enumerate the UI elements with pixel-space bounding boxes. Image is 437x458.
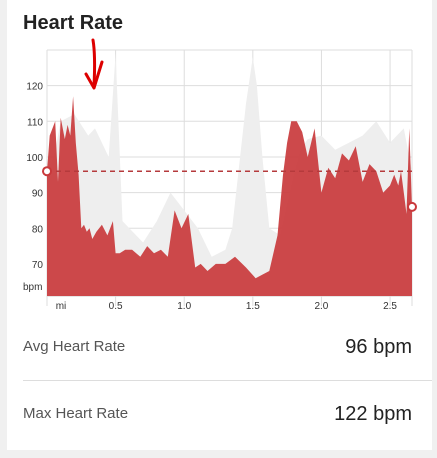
x-axis-ticks: 0.5 1.0 1.5 2.0 2.5 [109, 301, 398, 312]
end-marker [407, 201, 417, 212]
start-marker [42, 166, 52, 177]
avg-heart-rate-value: 96 bpm [345, 336, 412, 358]
y-tick-label: 80 [32, 224, 44, 235]
avg-heart-rate-row: Avg Heart Rate 96 bpm [23, 314, 412, 380]
avg-heart-rate-label: Avg Heart Rate [23, 338, 126, 355]
x-tick-label: 1.0 [177, 301, 191, 312]
x-tick-label: 2.5 [383, 301, 397, 312]
arrow-head [84, 60, 104, 90]
heart-rate-chart[interactable]: 70 80 90 100 110 120 0.5 1.0 1.5 2.0 2.5 bpm mi [7, 0, 432, 320]
heart-rate-area-series [47, 96, 412, 296]
stats-divider [23, 380, 432, 381]
arrow-shaft [91, 38, 97, 88]
x-tick-label: 2.0 [314, 301, 328, 312]
x-tick-label: 0.5 [109, 301, 123, 312]
heart-rate-card: Heart Rate 70 80 90 100 110 120 0.5 1.0 1.5 2.0 2… [7, 0, 432, 450]
y-tick-label: 100 [26, 153, 43, 164]
card-title: Heart Rate [23, 12, 124, 34]
x-axis-label: mi [56, 301, 67, 312]
max-heart-rate-label: Max Heart Rate [23, 405, 129, 422]
y-axis-ticks: 70 80 90 100 110 120 [26, 82, 43, 271]
x-tick-label: 1.5 [246, 301, 260, 312]
y-tick-label: 90 [32, 189, 44, 200]
max-heart-rate-value: 122 bpm [334, 403, 412, 425]
y-axis-label: bpm [23, 282, 42, 293]
max-heart-rate-row: Max Heart Rate 122 bpm [23, 381, 412, 447]
hand-drawn-arrow-annotation [84, 38, 104, 90]
y-tick-label: 120 [26, 82, 43, 93]
y-tick-label: 110 [27, 117, 43, 128]
y-tick-label: 70 [32, 260, 44, 271]
